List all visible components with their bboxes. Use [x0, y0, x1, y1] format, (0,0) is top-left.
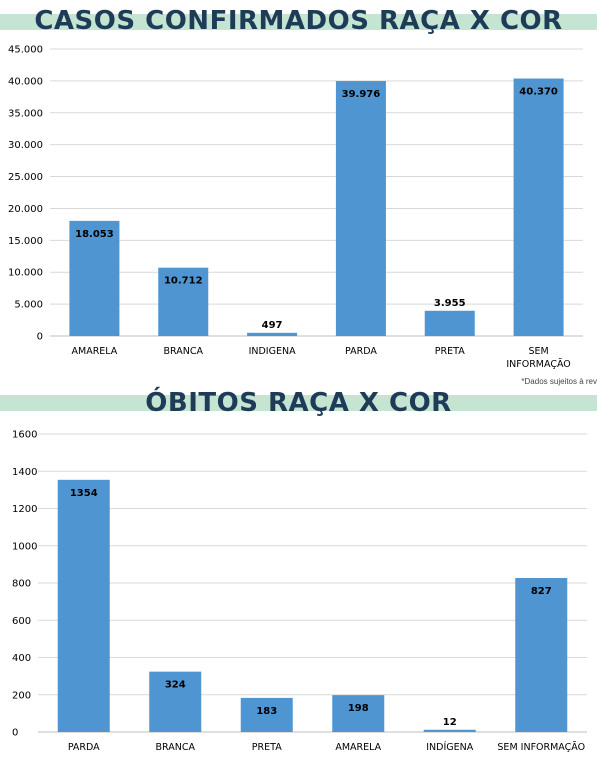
- obitos-y-tick-label: 200: [12, 690, 31, 701]
- casos-y-tick-label: 35.000: [8, 108, 43, 119]
- casos-category-label: INDIGENA: [249, 346, 296, 357]
- bar-chart-obitos: 0 200 400 600 800 1000 1200 1400 1600 1354 PARDA 32…: [12, 430, 587, 753]
- obitos-data-label: 1354: [70, 488, 98, 499]
- casos-y-tick-label: 15.000: [8, 236, 43, 247]
- obitos-bar: [149, 671, 202, 732]
- casos-category-label: PARDA: [345, 346, 377, 357]
- casos-data-label: 497: [262, 320, 283, 331]
- casos-y-tick-label: 20.000: [8, 204, 43, 215]
- obitos-data-label: 324: [165, 680, 186, 691]
- obitos-bar: [332, 695, 385, 732]
- casos-data-label: 10.712: [164, 276, 203, 287]
- obitos-bar: [57, 479, 110, 732]
- obitos-y-tick-label: 1200: [12, 504, 37, 515]
- casos-y-tick-label: 5.000: [14, 300, 43, 311]
- casos-y-tick-label: 0: [37, 332, 43, 343]
- obitos-data-label: 198: [348, 703, 369, 714]
- casos-category-label: INFORMAÇÃO: [506, 359, 570, 370]
- chart-note: *Dados sujeitos à rev: [521, 377, 597, 386]
- obitos-category-label: PARDA: [68, 742, 100, 753]
- casos-y-tick-label: 40.000: [8, 76, 43, 87]
- obitos-data-label: 183: [256, 706, 277, 717]
- obitos-bar: [423, 729, 476, 732]
- casos-bar: [513, 78, 564, 336]
- obitos-data-label: 12: [443, 717, 457, 728]
- chart-title-2: ÓBITOS RAÇA X COR: [145, 388, 452, 418]
- chart-title-1: CASOS CONFIRMADOS RAÇA X COR: [34, 6, 563, 36]
- obitos-y-tick-label: 800: [12, 579, 31, 590]
- obitos-bar: [515, 577, 568, 732]
- obitos-y-tick-label: 1600: [12, 430, 37, 441]
- casos-data-label: 18.053: [75, 229, 114, 240]
- casos-y-tick-label: 30.000: [8, 140, 43, 151]
- obitos-y-tick-label: 1400: [12, 467, 37, 478]
- casos-bar: [69, 220, 120, 336]
- title-band-2: [0, 395, 597, 411]
- casos-data-label: 39.976: [342, 89, 381, 100]
- obitos-y-tick-label: 0: [12, 728, 18, 739]
- obitos-bar: [240, 697, 293, 732]
- casos-y-tick-label: 10.000: [8, 268, 43, 279]
- obitos-data-label: 827: [531, 586, 552, 597]
- obitos-category-label: AMARELA: [335, 742, 381, 753]
- obitos-y-tick-label: 600: [12, 616, 31, 627]
- casos-bar: [424, 310, 475, 336]
- casos-category-label: PRETA: [435, 346, 465, 357]
- casos-data-label: 40.370: [519, 87, 558, 98]
- casos-y-tick-label: 25.000: [8, 172, 43, 183]
- obitos-category-label: INDÍGENA: [426, 741, 473, 753]
- obitos-y-tick-label: 400: [12, 653, 31, 664]
- casos-y-tick-label: 45.000: [8, 45, 43, 56]
- bar-chart-casos: 0 5.000 10.000 15.000 20.000 25.000 30.000 35.0…: [8, 45, 583, 370]
- obitos-category-label: PRETA: [252, 742, 282, 753]
- casos-data-label: 3.955: [434, 298, 466, 309]
- casos-category-label: SEM: [528, 346, 548, 357]
- casos-category-label: AMARELA: [72, 346, 118, 357]
- title-band-1: [0, 14, 597, 30]
- casos-bar: [335, 81, 386, 336]
- obitos-y-tick-label: 1000: [12, 541, 37, 552]
- casos-bar: [247, 332, 298, 336]
- obitos-category-label: SEM INFORMAÇÃO: [497, 742, 585, 753]
- casos-bar: [158, 267, 209, 336]
- casos-category-label: BRANCA: [164, 346, 204, 357]
- obitos-category-label: BRANCA: [156, 742, 196, 753]
